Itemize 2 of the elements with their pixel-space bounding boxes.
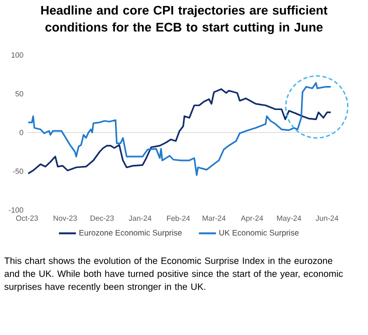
text: This chart shows the evolution of the Economic Surprise Index in the eurozone and the UK. While both have turned positive since the start of the year, economic surprises have recently been stronger in the UK. [4,257,343,292]
chart-title: Headline and core CPI trajectories are sufficient conditions for the ECB to start cutting in June [41,6,328,34]
